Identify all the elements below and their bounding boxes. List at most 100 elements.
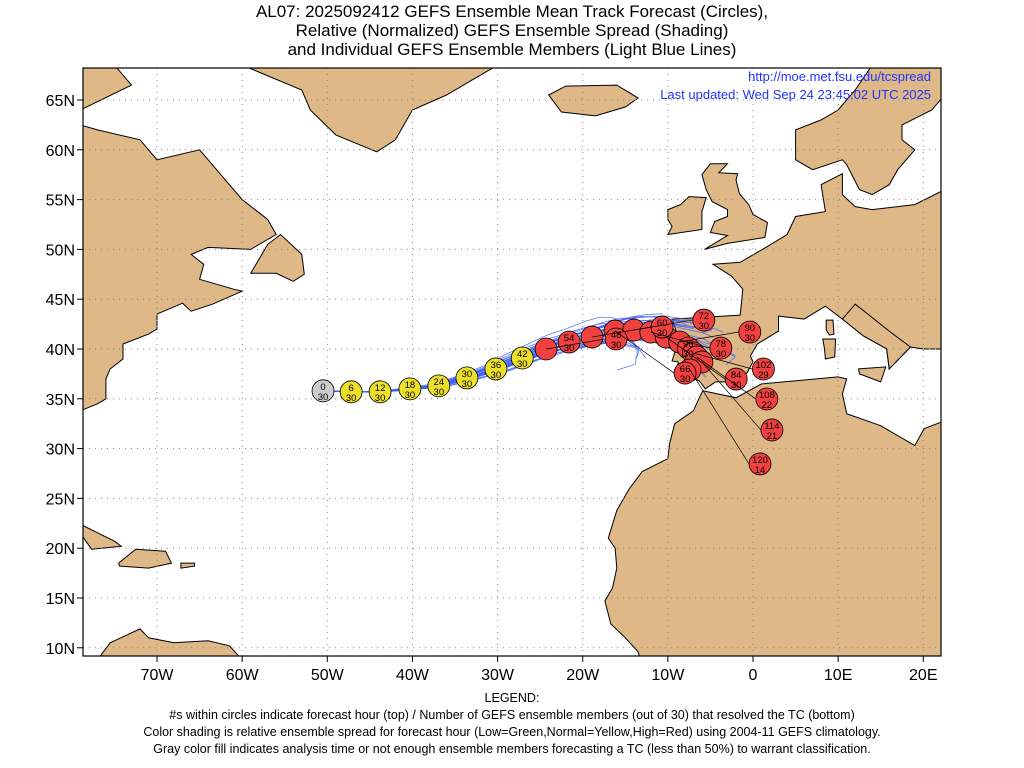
last-updated-text: Last updated: Wed Sep 24 23:45:02 UTC 20… [660, 87, 931, 102]
legend-line-shading: Color shading is relative ensemble sprea… [143, 725, 881, 739]
track-circle [398, 377, 422, 401]
x-tick-label: 70W [141, 667, 175, 684]
member-count-label: 30 [318, 392, 329, 403]
forecast-hour-label: 42 [517, 349, 528, 360]
forecast-hour-label: 12 [375, 383, 386, 394]
title-line-2: Relative (Normalized) GEFS Ensemble Spre… [295, 21, 729, 40]
track-circle [339, 380, 363, 404]
forecast-hour-label: 120 [752, 455, 768, 466]
y-tick-label: 30N [46, 442, 75, 459]
track-circle-hour-54 [557, 330, 581, 354]
land-sicily [858, 366, 887, 383]
forecast-hour-label: 114 [764, 421, 779, 432]
forecast-hour-label: 78 [716, 339, 727, 350]
y-tick-label: 60N [46, 143, 75, 160]
x-tick-label: 60W [226, 667, 260, 684]
member-count-label: 30 [657, 328, 668, 339]
track-label-circle [748, 452, 772, 476]
mean-track-labels: 0306301230183024303030363042304830543060… [318, 308, 784, 476]
forecast-hour-label: 96 [683, 339, 694, 350]
track-label-hour-6: 630 [346, 383, 357, 404]
x-tick-label: 10E [824, 667, 852, 684]
label-leader-line [693, 352, 753, 370]
forecast-hour-label: 18 [405, 380, 416, 391]
track-circle-hour-0 [311, 379, 335, 403]
land-ireland [667, 196, 707, 236]
x-tick-label: 40W [396, 667, 430, 684]
track-label-circle [724, 367, 748, 391]
x-tick-label: 20E [909, 667, 937, 684]
track-circle [455, 366, 479, 390]
track-circle-hour-12 [368, 380, 392, 404]
axis-labels: 70W 60W 50W 40W 30W 20W 10W 0 10E 20E 65N 60N 55N 50N… [46, 93, 938, 684]
legend: LEGEND: #s within circles indicate forec… [0, 690, 1024, 758]
track-label-circle [738, 320, 762, 344]
track-label-circle [604, 327, 628, 351]
forecast-hour-label: 84 [731, 370, 742, 381]
member-count-label: 14 [755, 465, 766, 476]
member-count-label: 30 [517, 359, 528, 370]
land-newfoundland [249, 233, 305, 282]
land-north-america [83, 125, 277, 411]
y-tick-label: 40N [46, 342, 75, 359]
track-label-circle [709, 336, 733, 360]
member-count-label: 30 [680, 374, 691, 385]
track-label-circle [692, 308, 716, 332]
forecast-hour-label: 48 [611, 330, 622, 341]
track-label-hour-0: 030 [318, 382, 329, 403]
x-tick-label: 50W [311, 667, 345, 684]
track-label-circle [760, 418, 784, 442]
y-tick-label: 65N [46, 93, 75, 110]
forecast-hour-label: 102 [755, 360, 771, 371]
forecast-hour-label: 90 [744, 323, 755, 334]
x-tick-label: 30W [481, 667, 515, 684]
forecast-hour-label: 24 [434, 377, 445, 388]
track-circle [368, 380, 392, 404]
member-count-label: 30 [683, 349, 694, 360]
track-circle-hour-42 [510, 346, 534, 370]
track-circle [484, 357, 508, 381]
track-label-circle [752, 357, 775, 381]
forecast-hour-label: 72 [699, 311, 710, 322]
member-count-label: 30 [346, 393, 357, 404]
member-count-label: 30 [564, 343, 575, 354]
label-leader-line [679, 331, 739, 343]
label-leader-line [701, 361, 762, 431]
land-africa [604, 376, 941, 656]
forecast-hour-label: 6 [348, 383, 353, 394]
track-circle-hour-30 [455, 366, 479, 390]
map-frame [82, 67, 942, 657]
url-text[interactable]: http://moe.met.fsu.edu/tcspread [748, 69, 931, 84]
land-italy-boot [841, 303, 912, 370]
land-hispaniola [118, 548, 173, 569]
map-title: AL07: 2025092412 GEFS Ensemble Mean Trac… [0, 2, 1024, 59]
member-count-label: 30 [731, 380, 742, 391]
member-count-label: 30 [611, 340, 622, 351]
member-count-label: 30 [462, 379, 473, 390]
label-leader-line [614, 330, 675, 374]
legend-heading: LEGEND: [484, 691, 540, 705]
track-circle-hour-24 [427, 374, 451, 398]
label-leader-line [665, 336, 726, 380]
forecast-hour-label: 30 [462, 369, 473, 380]
land-corsica [825, 319, 835, 336]
y-tick-label: 25N [46, 491, 75, 508]
track-circle [510, 346, 534, 370]
y-tick-label: 45N [46, 292, 75, 309]
member-count-label: 21 [767, 431, 778, 442]
land-great-britain [701, 163, 769, 250]
